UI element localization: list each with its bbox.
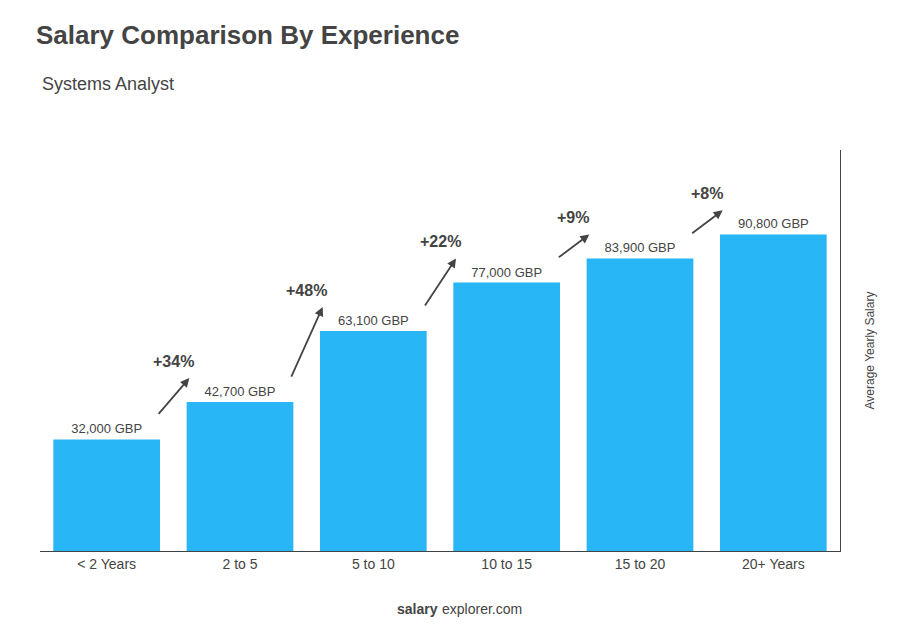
- svg-text:77,000 GBP: 77,000 GBP: [471, 265, 542, 280]
- svg-text:+34%: +34%: [153, 353, 194, 370]
- svg-text:salary: salary: [397, 601, 438, 617]
- svg-text:20+ Years: 20+ Years: [742, 556, 805, 572]
- svg-text:10 to 15: 10 to 15: [481, 556, 532, 572]
- svg-text:+22%: +22%: [420, 233, 461, 250]
- svg-text:+48%: +48%: [286, 282, 327, 299]
- svg-text:+9%: +9%: [557, 209, 589, 226]
- svg-text:32,000 GBP: 32,000 GBP: [71, 421, 142, 436]
- svg-text:83,900 GBP: 83,900 GBP: [605, 240, 676, 255]
- svg-text:63,100 GBP: 63,100 GBP: [338, 313, 409, 328]
- svg-text:< 2 Years: < 2 Years: [77, 556, 136, 572]
- svg-text:Systems Analyst: Systems Analyst: [42, 74, 174, 94]
- svg-text:Average Yearly Salary: Average Yearly Salary: [863, 292, 877, 410]
- svg-text:Salary Comparison By Experienc: Salary Comparison By Experience: [36, 20, 459, 50]
- svg-text:42,700 GBP: 42,700 GBP: [205, 384, 276, 399]
- svg-text:explorer.com: explorer.com: [442, 601, 522, 617]
- svg-text:2 to 5: 2 to 5: [222, 556, 257, 572]
- svg-text:15 to 20: 15 to 20: [615, 556, 666, 572]
- svg-text:90,800 GBP: 90,800 GBP: [738, 216, 809, 231]
- svg-text:+8%: +8%: [691, 185, 723, 202]
- svg-text:5 to 10: 5 to 10: [352, 556, 395, 572]
